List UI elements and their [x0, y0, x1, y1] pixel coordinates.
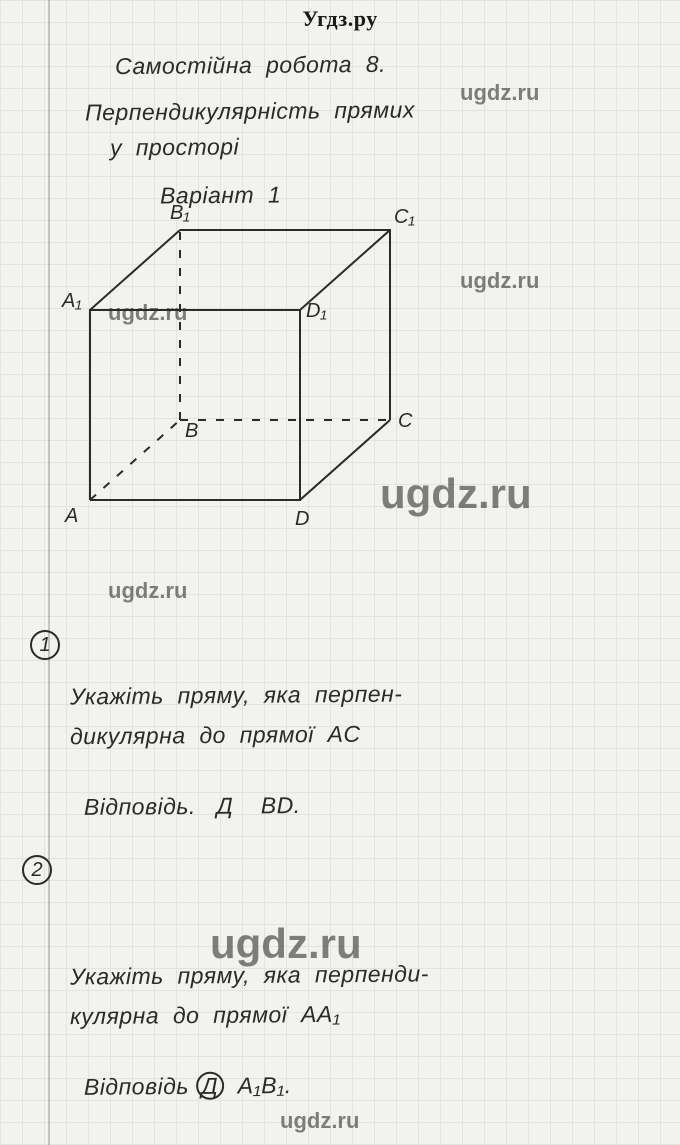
vertex-label-a1: A₁ [62, 290, 82, 313]
vertex-label-a: A [65, 505, 78, 528]
vertex-label-d1: D₁ [306, 300, 327, 323]
cube-edge-d1c1 [300, 230, 390, 310]
cube-diagram: A D C B A₁ D₁ C₁ B₁ [70, 220, 430, 540]
page-header: Угдз.ру [0, 6, 680, 32]
cube-edge-a1b1 [90, 230, 180, 310]
q1-answer-label: Відповідь. [84, 793, 196, 820]
vertex-label-d: D [295, 508, 309, 531]
worksheet-title-line2: Перпендикулярність прямих [85, 95, 415, 129]
vertex-label-b1: B₁ [170, 202, 190, 225]
q1-line2: дикулярна до прямої AC [70, 719, 361, 753]
q2-line1: Укажіть пряму, яка перпенди- [70, 958, 429, 992]
q2-answer-letter: Д [201, 1073, 218, 1099]
q1-line1: Укажіть пряму, яка перпен- [70, 679, 403, 713]
question-number-1: 1 [30, 630, 60, 660]
worksheet-title-line1: Самостійна робота 8. [115, 49, 386, 82]
q1-answer-letter: Д [216, 793, 233, 819]
site-title: Угдз.ру [302, 6, 377, 31]
left-margin-line [48, 0, 50, 1145]
q2-answer-label: Відповідь [84, 1073, 189, 1100]
q1-answer-row: Відповідь. Д BD. [70, 759, 301, 823]
worksheet-title-line3: у просторі [110, 131, 239, 163]
vertex-label-b: B [185, 420, 198, 443]
q2-answer-letter-circle: Д [196, 1072, 224, 1100]
q1-answer-value: BD. [261, 792, 301, 818]
question-number-1-text: 1 [39, 634, 50, 657]
cube-edge-dc [300, 420, 390, 500]
vertex-label-c: C [398, 410, 412, 433]
question-number-2-text: 2 [31, 859, 42, 882]
question-number-2: 2 [22, 855, 52, 885]
q2-line2: кулярна до прямої AA₁ [70, 999, 341, 1032]
cube-edge-ab-hidden [90, 420, 180, 500]
q2-answer-value: A₁B₁. [238, 1072, 292, 1098]
q2-answer-row: Відповідь Д A₁B₁. [70, 1039, 292, 1103]
vertex-label-c1: C₁ [394, 206, 415, 229]
